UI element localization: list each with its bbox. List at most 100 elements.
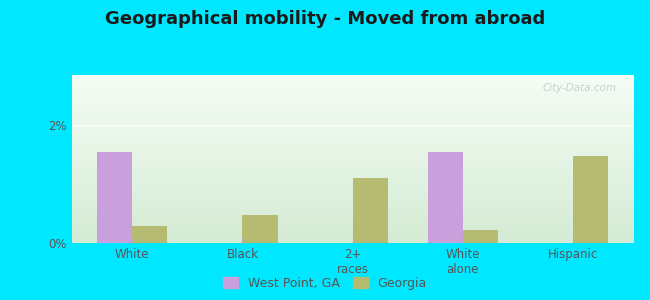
Bar — [72, 152, 634, 154]
Bar — [72, 146, 634, 147]
Bar — [72, 102, 634, 104]
Bar — [72, 112, 634, 114]
Bar — [72, 228, 634, 230]
Bar — [72, 182, 634, 184]
Bar — [97, 152, 132, 243]
Bar — [72, 151, 634, 152]
Bar — [72, 241, 634, 243]
Bar — [72, 154, 634, 156]
Bar — [72, 110, 634, 112]
Bar — [72, 171, 634, 172]
Bar — [573, 156, 608, 243]
Bar — [428, 152, 463, 243]
Bar — [72, 115, 634, 117]
Bar — [72, 211, 634, 213]
Bar — [72, 236, 634, 238]
Bar — [72, 103, 634, 105]
Bar — [72, 144, 634, 146]
Bar — [72, 179, 634, 181]
Bar — [72, 90, 634, 92]
Legend: West Point, GA, Georgia: West Point, GA, Georgia — [220, 273, 430, 294]
Bar — [72, 201, 634, 203]
Bar — [72, 88, 634, 90]
Bar — [72, 167, 634, 169]
Bar — [72, 203, 634, 204]
Bar — [72, 159, 634, 161]
Bar — [72, 206, 634, 208]
Bar — [132, 226, 168, 243]
Bar — [72, 75, 634, 77]
Bar — [72, 213, 634, 214]
Bar — [242, 215, 278, 243]
Bar — [72, 178, 634, 179]
Bar — [72, 98, 634, 100]
Bar — [72, 164, 634, 166]
Bar — [72, 191, 634, 193]
Bar — [72, 147, 634, 149]
Bar — [72, 120, 634, 122]
Bar — [72, 87, 634, 88]
Bar — [72, 193, 634, 194]
Bar — [72, 136, 634, 137]
Bar — [72, 109, 634, 110]
Bar — [72, 140, 634, 142]
Bar — [72, 80, 634, 82]
Bar — [72, 176, 634, 178]
Bar — [72, 137, 634, 139]
Bar — [72, 188, 634, 189]
Bar — [72, 119, 634, 120]
Bar — [72, 117, 634, 119]
Bar — [72, 129, 634, 130]
Bar — [72, 94, 634, 95]
Bar — [72, 127, 634, 129]
Bar — [72, 233, 634, 235]
Bar — [72, 142, 634, 144]
Bar — [72, 194, 634, 196]
Bar — [72, 78, 634, 80]
Bar — [72, 114, 634, 115]
Bar — [72, 100, 634, 102]
Bar — [72, 107, 634, 109]
Bar — [72, 92, 634, 94]
Bar — [72, 172, 634, 174]
Bar — [72, 235, 634, 236]
Bar — [72, 226, 634, 228]
Bar — [72, 209, 634, 211]
Bar — [72, 240, 634, 241]
Bar — [72, 224, 634, 226]
Bar — [72, 95, 634, 97]
Bar — [72, 82, 634, 83]
Bar — [72, 97, 634, 98]
Bar — [72, 189, 634, 191]
Bar — [72, 220, 634, 221]
Bar — [72, 184, 634, 186]
Bar — [72, 216, 634, 218]
Text: City-Data.com: City-Data.com — [543, 83, 617, 93]
Bar — [72, 186, 634, 188]
Bar — [72, 83, 634, 85]
Bar — [72, 238, 634, 240]
Bar — [72, 77, 634, 78]
Bar — [72, 221, 634, 223]
Bar — [72, 139, 634, 140]
Bar — [72, 156, 634, 157]
Bar — [72, 181, 634, 182]
Bar — [72, 196, 634, 198]
Bar — [72, 105, 634, 107]
Bar — [463, 230, 498, 243]
Bar — [72, 204, 634, 206]
Bar — [72, 132, 634, 134]
Bar — [72, 149, 634, 151]
Bar — [72, 214, 634, 216]
Bar — [72, 231, 634, 233]
Bar — [72, 125, 634, 127]
Bar — [72, 124, 634, 125]
Bar — [72, 199, 634, 201]
Bar — [72, 157, 634, 159]
Bar — [72, 166, 634, 167]
Bar — [72, 85, 634, 87]
Bar — [72, 162, 634, 164]
Bar — [72, 130, 634, 132]
Bar — [72, 230, 634, 231]
Text: Geographical mobility - Moved from abroad: Geographical mobility - Moved from abroa… — [105, 11, 545, 28]
